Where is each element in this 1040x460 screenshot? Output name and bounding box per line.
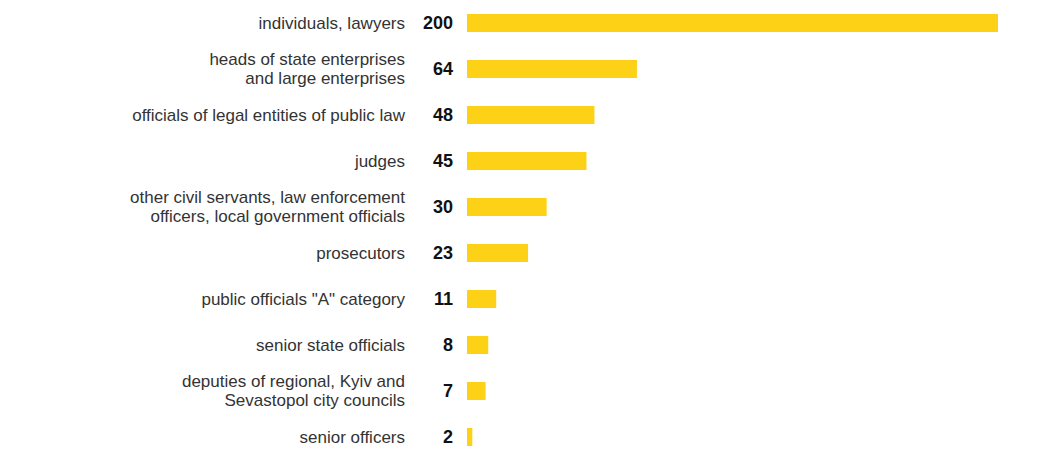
svg-text:officers, local government off: officers, local government officials: [151, 207, 406, 226]
svg-text:48: 48: [433, 105, 453, 125]
svg-text:and large enterprises: and large enterprises: [245, 69, 405, 88]
svg-text:officials of legal entities of: officials of legal entities of public la…: [132, 106, 406, 125]
svg-text:Sevastopol city councils: Sevastopol city councils: [225, 391, 405, 410]
svg-text:11: 11: [434, 289, 453, 309]
svg-text:30: 30: [433, 197, 453, 217]
svg-text:public officials "A" category: public officials "A" category: [201, 290, 405, 309]
svg-text:prosecutors: prosecutors: [316, 244, 405, 263]
svg-text:judges: judges: [354, 152, 405, 171]
svg-text:8: 8: [443, 335, 453, 355]
svg-text:deputies of regional, Kyiv and: deputies of regional, Kyiv and: [182, 372, 405, 391]
svg-text:7: 7: [443, 381, 453, 401]
svg-text:other civil servants, law enfo: other civil servants, law enforcement: [130, 188, 405, 207]
svg-text:individuals, lawyers: individuals, lawyers: [259, 14, 405, 33]
svg-text:senior state officials: senior state officials: [256, 336, 405, 355]
svg-text:45: 45: [433, 151, 453, 171]
svg-text:2: 2: [443, 427, 453, 447]
svg-text:200: 200: [423, 13, 453, 33]
svg-text:senior officers: senior officers: [299, 428, 405, 447]
svg-text:64: 64: [433, 59, 453, 79]
svg-text:heads of state enterprises: heads of state enterprises: [209, 50, 405, 69]
svg-text:23: 23: [433, 243, 453, 263]
